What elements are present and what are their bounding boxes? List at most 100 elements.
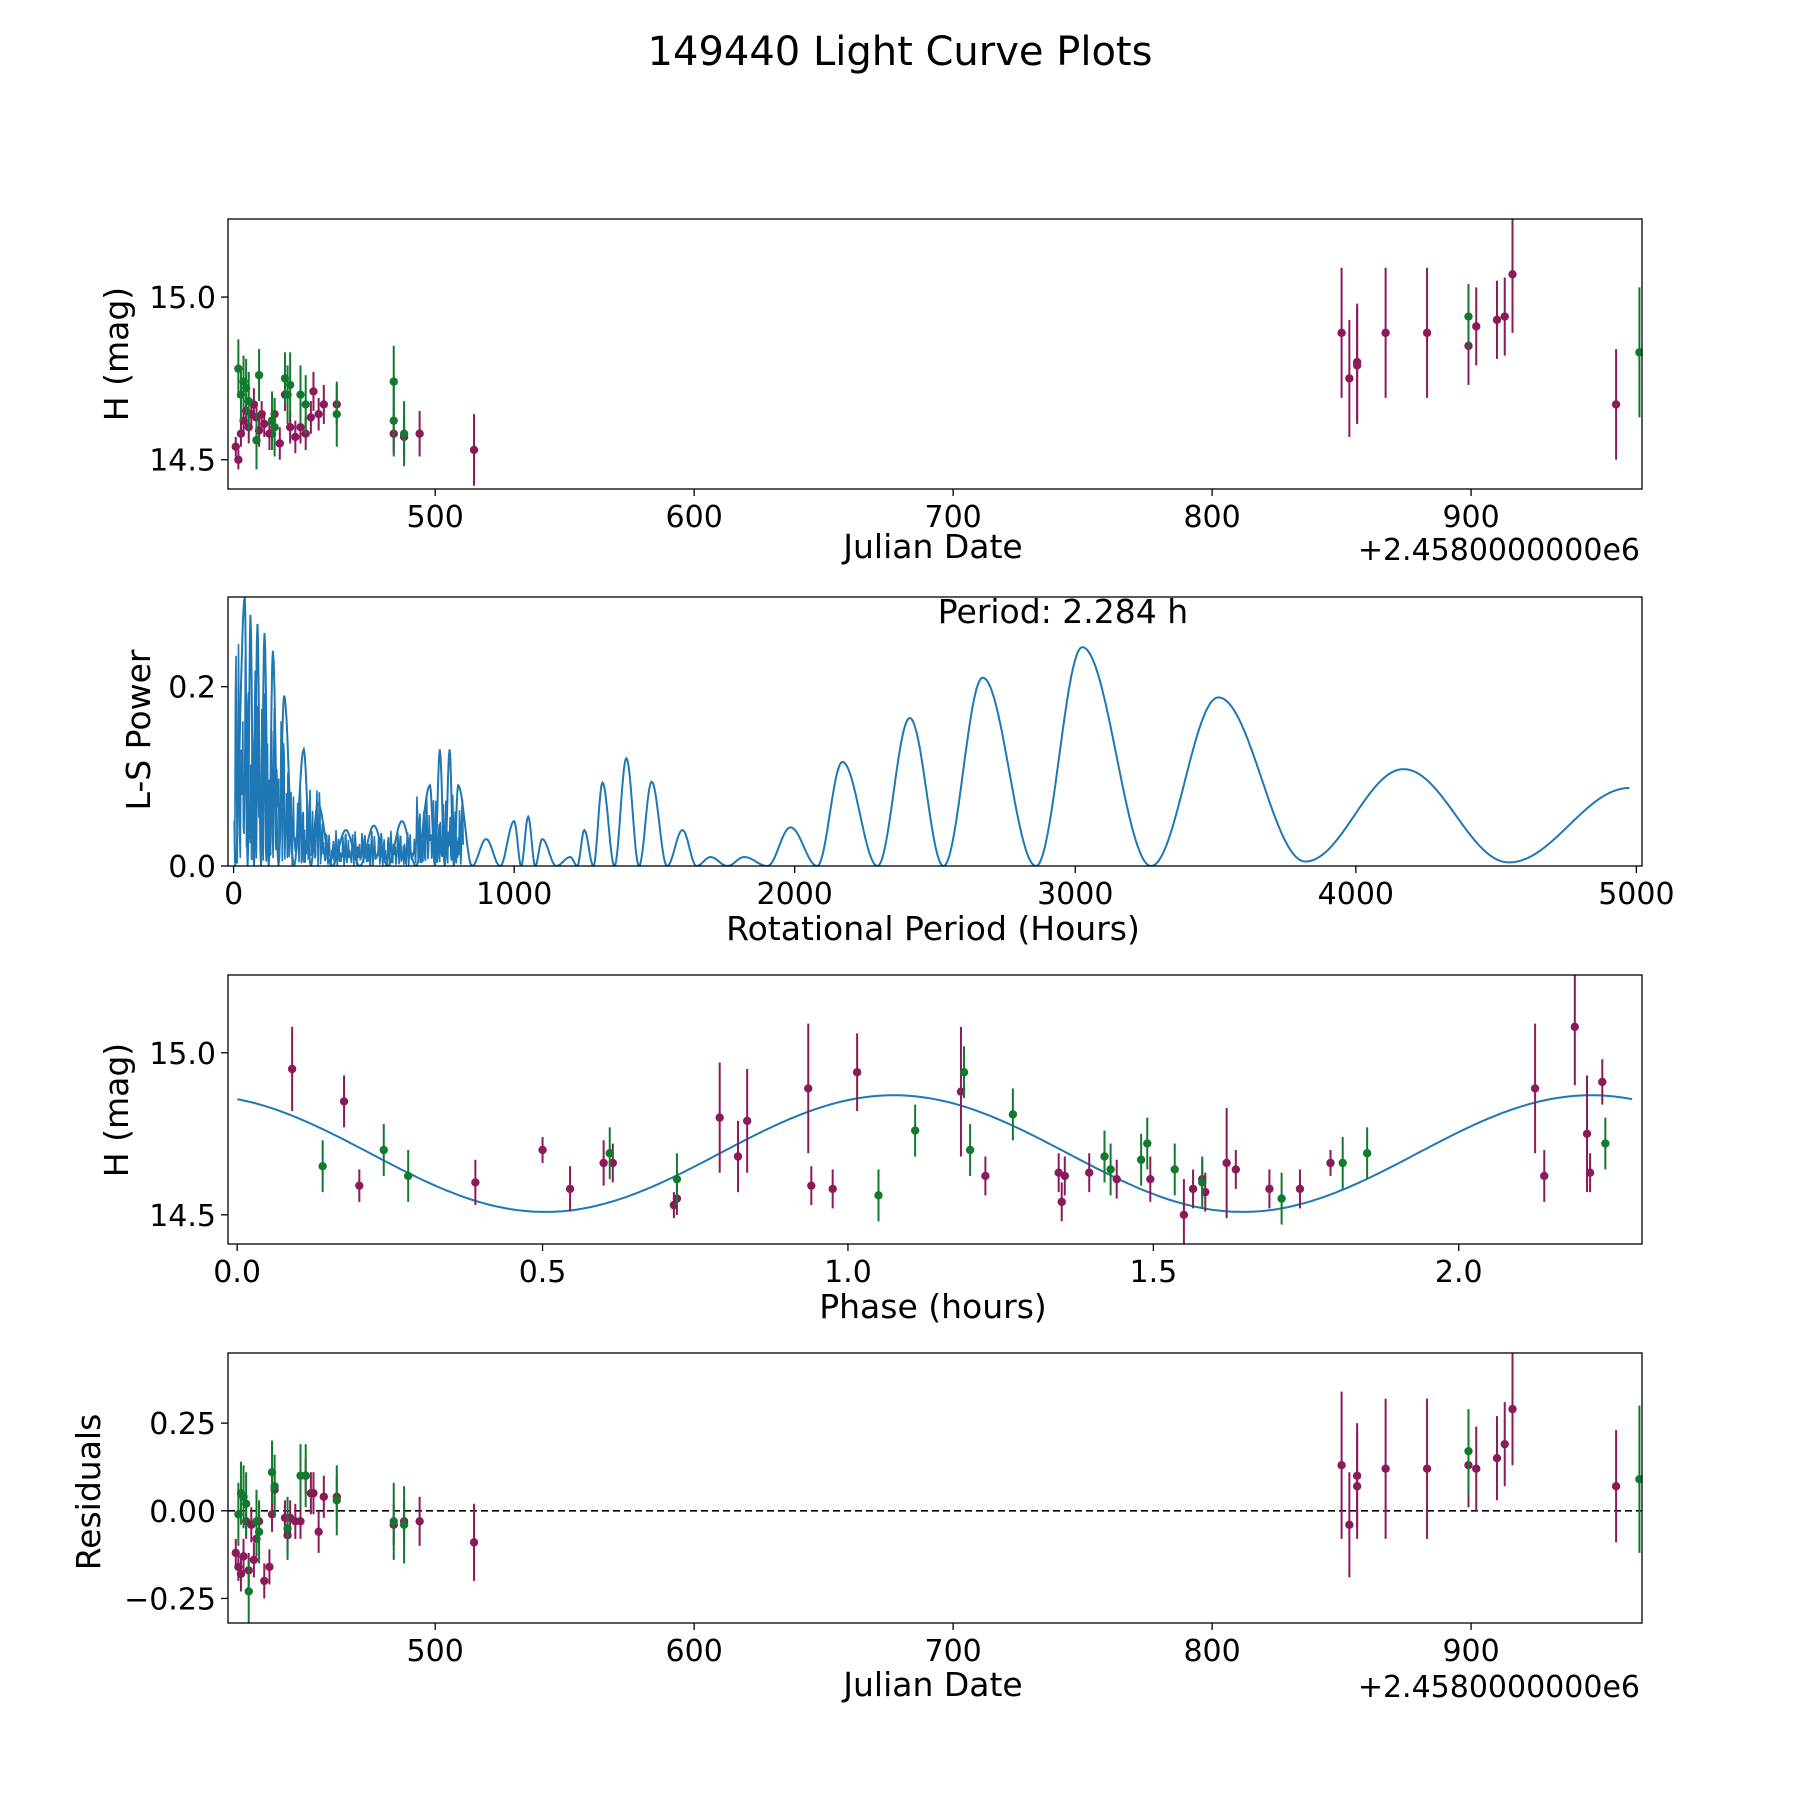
light-curve-point <box>244 396 253 406</box>
periodogram-ytick-label: 0.0 <box>168 850 216 885</box>
phase-point <box>1265 1184 1274 1194</box>
phase-point <box>1277 1194 1286 1203</box>
phase-point <box>1112 1174 1121 1184</box>
light-curve-point <box>285 422 295 432</box>
phase-point <box>538 1145 547 1155</box>
phase-point <box>1170 1165 1179 1174</box>
residuals-panel: Julian Date Residuals +2.4580000000e6 50… <box>69 1352 1643 1705</box>
light-curve-point <box>1508 270 1517 279</box>
phase-point <box>565 1184 575 1194</box>
light-curve-ytick-label: 14.5 <box>149 444 216 479</box>
residuals-point <box>301 1471 310 1480</box>
phase-point <box>339 1097 349 1106</box>
phase-ytick-label: 14.5 <box>149 1199 216 1234</box>
phase-point <box>715 1113 724 1122</box>
phase-point <box>965 1145 975 1155</box>
residuals-point <box>1635 1475 1642 1484</box>
light-curve-ylabel: H (mag) <box>97 287 136 421</box>
residuals-xlabel: Julian Date <box>841 1665 1023 1704</box>
residuals-point <box>239 1552 248 1561</box>
light-curve-xtick-label: 800 <box>1183 500 1240 535</box>
residuals-ylabel: Residuals <box>69 1414 108 1571</box>
light-curve-point <box>332 409 341 419</box>
phase-point <box>287 1064 297 1074</box>
phase-point <box>1008 1110 1018 1119</box>
residuals-point <box>1611 1482 1621 1491</box>
light-curve-xtick-label: 600 <box>666 500 723 535</box>
residuals-xtick-label: 700 <box>924 1634 981 1669</box>
light-curve-point <box>389 416 398 425</box>
periodogram-xtick-label: 1000 <box>476 877 552 912</box>
periodogram-panel: Rotational Period (Hours) L-S Power Peri… <box>119 592 1675 948</box>
phase-point <box>1198 1178 1207 1187</box>
residuals-xtick-label: 800 <box>1183 1634 1240 1669</box>
light-curve-point <box>399 429 409 438</box>
residuals-point <box>1422 1464 1432 1473</box>
light-curve-points <box>231 219 1642 486</box>
residuals-point <box>1492 1453 1502 1463</box>
phase-panel: Phase (hours) H (mag) 0.0 0.5 1.0 1.5 2.0 14.… <box>97 974 1643 1326</box>
light-curve-point <box>231 442 240 451</box>
residuals-point <box>309 1489 318 1498</box>
residuals-point <box>389 1517 398 1526</box>
light-curve-point <box>1345 374 1354 383</box>
phase-point <box>1146 1174 1155 1184</box>
phase-point <box>1106 1165 1115 1174</box>
residuals-point <box>415 1517 424 1526</box>
phase-point <box>355 1181 364 1190</box>
phase-point <box>379 1145 388 1155</box>
residuals-xtick-label: 500 <box>407 1634 464 1669</box>
phase-xtick-label: 2.0 <box>1435 1255 1483 1290</box>
phase-point <box>828 1184 837 1194</box>
light-curve-point <box>469 445 479 455</box>
periodogram-xtick-label: 3000 <box>1037 877 1113 912</box>
light-curve-point <box>291 432 300 442</box>
residuals-point <box>1464 1446 1473 1456</box>
residuals-point <box>283 1524 292 1533</box>
light-curve-point <box>1492 315 1502 325</box>
phase-point <box>1188 1184 1198 1194</box>
light-curve-point <box>1464 312 1473 321</box>
phase-point <box>1179 1210 1189 1220</box>
residuals-point <box>319 1492 329 1501</box>
residuals-point <box>332 1496 341 1505</box>
light-curve-xtick-label: 700 <box>924 500 981 535</box>
phase-point <box>1598 1077 1607 1087</box>
phase-point <box>959 1068 969 1077</box>
phase-xtick-label: 1.5 <box>1130 1255 1178 1290</box>
residuals-point <box>1500 1439 1509 1449</box>
phase-xlabel: Phase (hours) <box>819 1287 1047 1326</box>
phase-point <box>318 1162 327 1171</box>
phase-point <box>1585 1168 1595 1177</box>
light-curve-point <box>275 439 284 448</box>
periodogram-ytick-label: 0.2 <box>168 671 216 706</box>
light-curve-offset-text: +2.4580000000e6 <box>1358 533 1640 568</box>
residuals-ytick-label: 0.25 <box>149 1407 216 1442</box>
light-curve-point <box>1472 322 1481 331</box>
light-curve-point <box>270 422 279 432</box>
light-curve-frame <box>227 218 1643 490</box>
light-curve-point <box>1611 400 1621 409</box>
phase-xtick-label: 1.0 <box>824 1255 872 1290</box>
light-curve-point <box>260 419 269 429</box>
phase-point <box>1057 1197 1066 1207</box>
light-curve-point <box>1500 312 1509 321</box>
phase-point <box>471 1178 480 1187</box>
light-curve-ytick-label: 15.0 <box>149 281 216 316</box>
phase-point <box>1540 1171 1549 1181</box>
phase-point <box>1143 1139 1152 1148</box>
phase-frame <box>227 974 1643 1245</box>
figure-title: 149440 Light Curve Plots <box>648 29 1153 75</box>
residuals-point <box>1472 1464 1481 1473</box>
residuals-points <box>231 1353 1642 1623</box>
light-curve-point <box>285 380 295 390</box>
phase-ylabel: H (mag) <box>97 1043 136 1177</box>
phase-point <box>807 1181 816 1190</box>
phase-point <box>1582 1129 1592 1139</box>
phase-point <box>1570 1022 1580 1032</box>
phase-ytick-label: 15.0 <box>149 1037 216 1072</box>
periodogram-xtick-label: 0 <box>224 877 243 912</box>
residuals-point <box>1345 1520 1354 1530</box>
residuals-point <box>1381 1464 1390 1473</box>
